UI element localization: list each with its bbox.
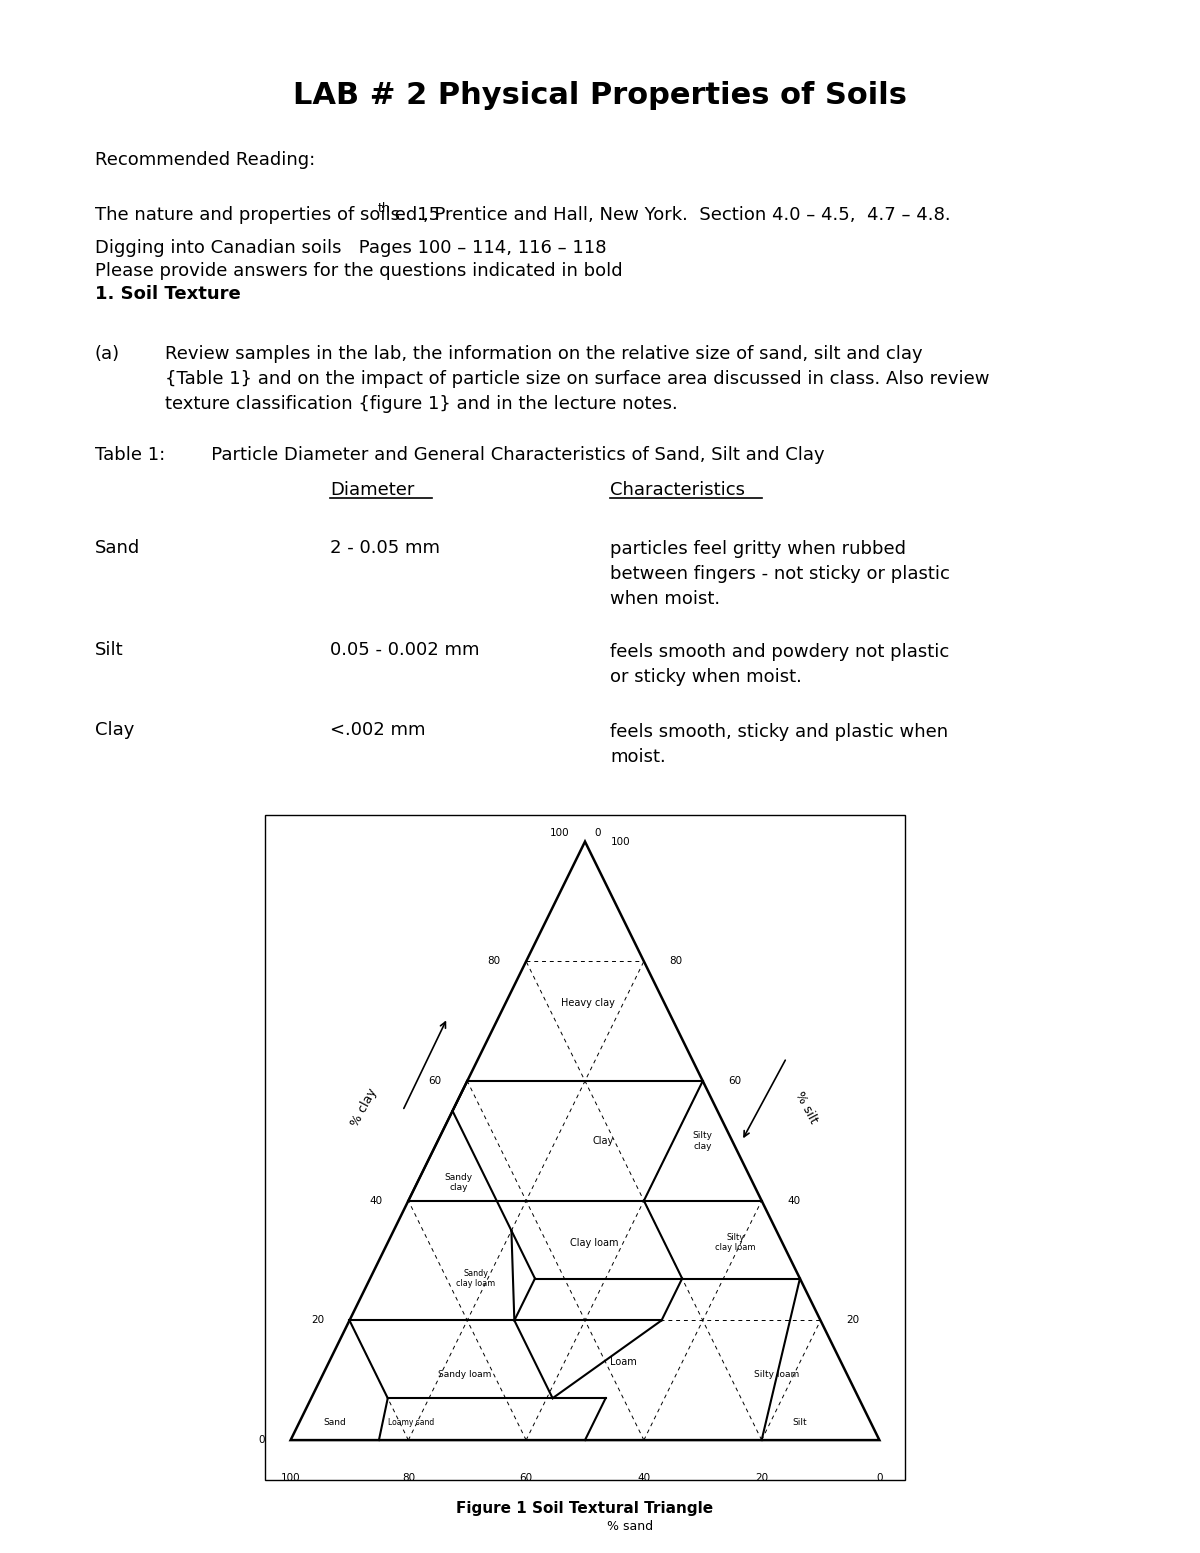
Text: The nature and properties of soils.  15: The nature and properties of soils. 15 — [95, 207, 440, 224]
Text: Figure 1 Soil Textural Triangle: Figure 1 Soil Textural Triangle — [456, 1500, 714, 1516]
Text: Digging into Canadian soils   Pages 100 – 114, 116 – 118: Digging into Canadian soils Pages 100 – … — [95, 239, 606, 256]
Text: 60: 60 — [428, 1076, 442, 1086]
Text: 0.05 - 0.002 mm: 0.05 - 0.002 mm — [330, 641, 480, 658]
Text: Table 1:        Particle Diameter and General Characteristics of Sand, Silt and : Table 1: Particle Diameter and General C… — [95, 446, 824, 464]
Text: 2 - 0.05 mm: 2 - 0.05 mm — [330, 539, 440, 558]
Text: Sand: Sand — [95, 539, 140, 558]
Text: Silt: Silt — [792, 1418, 808, 1427]
Text: % sand: % sand — [607, 1520, 654, 1533]
Text: Clay loam: Clay loam — [570, 1238, 618, 1247]
Text: feels smooth and powdery not plastic
or sticky when moist.: feels smooth and powdery not plastic or … — [610, 643, 949, 686]
Text: LAB # 2 Physical Properties of Soils: LAB # 2 Physical Properties of Soils — [293, 81, 907, 110]
Text: Clay: Clay — [592, 1135, 613, 1146]
Bar — [265, 815, 905, 1480]
Text: 60: 60 — [520, 1474, 533, 1483]
Text: (a): (a) — [95, 345, 120, 363]
Text: feels smooth, sticky and plastic when
moist.: feels smooth, sticky and plastic when mo… — [610, 724, 948, 766]
Text: Silt: Silt — [95, 641, 124, 658]
Text: 100: 100 — [611, 837, 630, 846]
Text: Silty
clay: Silty clay — [692, 1131, 713, 1151]
Text: 40: 40 — [637, 1474, 650, 1483]
Text: Loam: Loam — [610, 1357, 637, 1367]
Text: 20: 20 — [846, 1315, 859, 1325]
Text: Sandy
clay loam: Sandy clay loam — [456, 1269, 496, 1287]
Text: Recommended Reading:: Recommended Reading: — [95, 151, 316, 169]
Text: % clay: % clay — [349, 1086, 379, 1129]
Text: 60: 60 — [728, 1076, 742, 1086]
Text: 1. Soil Texture: 1. Soil Texture — [95, 286, 241, 303]
Text: Sandy
clay: Sandy clay — [444, 1173, 473, 1193]
Text: 100: 100 — [550, 828, 569, 839]
Text: 0: 0 — [595, 828, 601, 839]
Text: Please provide answers for the questions indicated in bold: Please provide answers for the questions… — [95, 262, 623, 280]
Text: Loamy sand: Loamy sand — [388, 1418, 434, 1427]
Text: 0: 0 — [258, 1435, 265, 1446]
Text: Clay: Clay — [95, 721, 134, 739]
Text: th: th — [378, 202, 390, 214]
Text: Heavy clay: Heavy clay — [562, 999, 614, 1008]
Text: Diameter: Diameter — [330, 481, 414, 499]
Text: <.002 mm: <.002 mm — [330, 721, 426, 739]
Text: Characteristics: Characteristics — [610, 481, 745, 499]
Text: 40: 40 — [370, 1196, 383, 1205]
Text: ed., Prentice and Hall, New York.  Section 4.0 – 4.5,  4.7 – 4.8.: ed., Prentice and Hall, New York. Sectio… — [389, 207, 950, 224]
Text: Silty
clay loam: Silty clay loam — [715, 1233, 755, 1252]
Text: particles feel gritty when rubbed
between fingers - not sticky or plastic
when m: particles feel gritty when rubbed betwee… — [610, 540, 950, 609]
Text: 80: 80 — [670, 957, 683, 966]
Text: % silt: % silt — [792, 1089, 820, 1126]
Text: 100: 100 — [281, 1474, 300, 1483]
Text: 80: 80 — [402, 1474, 415, 1483]
Text: 20: 20 — [755, 1474, 768, 1483]
Text: 80: 80 — [487, 957, 500, 966]
Text: Sand: Sand — [323, 1418, 346, 1427]
Text: 40: 40 — [787, 1196, 800, 1205]
Text: Sandy loam: Sandy loam — [438, 1370, 491, 1379]
Text: Review samples in the lab, the information on the relative size of sand, silt an: Review samples in the lab, the informati… — [166, 345, 990, 413]
Text: 0: 0 — [876, 1474, 883, 1483]
Text: Silty loam: Silty loam — [754, 1370, 799, 1379]
Text: 20: 20 — [311, 1315, 324, 1325]
